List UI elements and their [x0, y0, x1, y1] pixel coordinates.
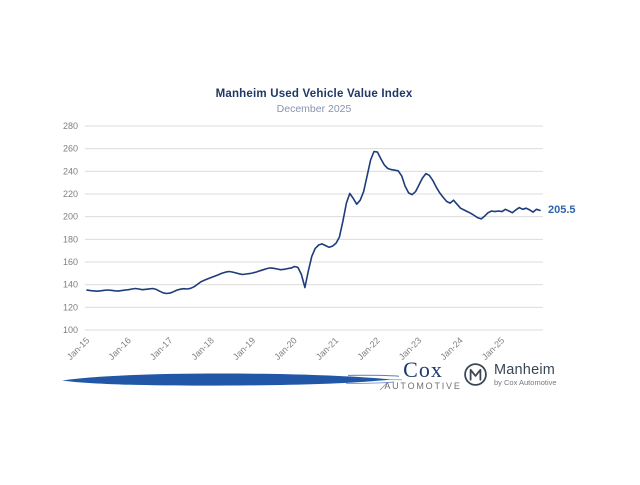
y-tick-label: 220	[63, 189, 78, 199]
x-tick-label: Jan-16	[106, 335, 133, 362]
x-tick-label: Jan-19	[231, 335, 258, 362]
last-value-label: 205.5	[548, 204, 576, 217]
brand-swoosh-graphic	[62, 373, 403, 391]
cox-wordmark: Cox	[403, 357, 443, 382]
x-tick-label: Jan-22	[355, 335, 382, 362]
y-tick-label: 140	[63, 280, 78, 290]
y-tick-label: 100	[63, 325, 78, 335]
x-tick-label: Jan-25	[480, 335, 507, 362]
x-tick-label: Jan-15	[65, 335, 92, 362]
manheim-subtext: by Cox Automotive	[494, 378, 557, 387]
y-tick-label: 280	[63, 121, 78, 131]
x-tick-label: Jan-21	[314, 335, 341, 362]
x-tick-label: Jan-17	[148, 335, 175, 362]
cox-automotive-subtext: AUTOMOTIVE	[384, 381, 462, 391]
manheim-logo: Manheim by Cox Automotive	[463, 362, 557, 387]
y-tick-label: 260	[63, 144, 78, 154]
value-line	[86, 150, 541, 295]
cox-automotive-logo: Cox AUTOMOTIVE	[383, 359, 463, 391]
x-tick-label: Jan-18	[189, 335, 216, 362]
y-tick-label: 180	[63, 234, 78, 244]
x-tick-label: Jan-20	[272, 335, 299, 362]
y-tick-label: 160	[63, 257, 78, 267]
y-tick-label: 120	[63, 302, 78, 312]
y-tick-label: 240	[63, 166, 78, 176]
chart-subtitle: December 2025	[276, 103, 352, 115]
chart-title: Manheim Used Vehicle Value Index	[215, 88, 413, 100]
chart-canvas: 100 120 140 160 180 200 220 240 260 280 Jan-15 Jan-…	[63, 121, 543, 362]
manheim-wordmark: Manheim	[494, 361, 556, 378]
y-tick-label: 200	[63, 212, 78, 222]
manheim-circle-m-icon	[464, 363, 487, 386]
